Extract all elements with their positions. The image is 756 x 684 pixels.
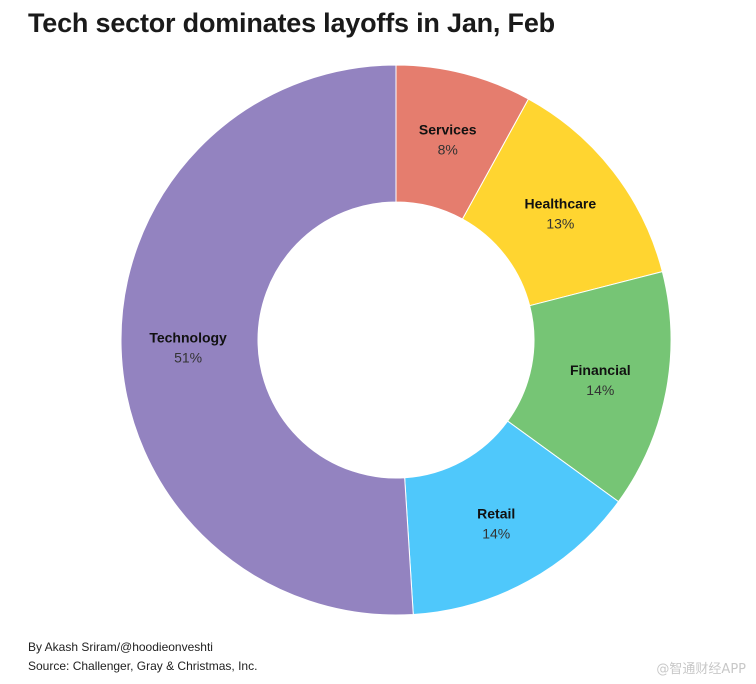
- slice-retail: [404, 420, 620, 615]
- labels-group: Services 8% Healthcare 13% Financial 14% Retai…: [149, 122, 630, 542]
- slice-label-retail: Retail: [477, 505, 515, 521]
- slice-label-healthcare: Healthcare: [525, 196, 597, 212]
- byline: By Akash Sriram/@hoodieonveshti: [28, 640, 213, 654]
- slices-group: [120, 64, 672, 616]
- watermark: @智通财经APP: [656, 662, 746, 677]
- slice-label-technology: Technology: [149, 330, 227, 346]
- chart-title: Tech sector dominates layoffs in Jan, Fe…: [28, 8, 555, 38]
- slice-label-financial: Financial: [570, 362, 631, 378]
- slice-value-retail: 14%: [482, 525, 510, 541]
- slice-value-healthcare: 13%: [546, 216, 574, 232]
- slice-healthcare: [461, 98, 663, 307]
- slice-value-services: 8%: [438, 142, 458, 158]
- slice-value-financial: 14%: [586, 382, 614, 398]
- slice-financial: [506, 271, 672, 503]
- source-note: Source: Challenger, Gray & Christmas, In…: [28, 659, 258, 673]
- slice-technology: [120, 64, 414, 616]
- slice-value-technology: 51%: [174, 350, 202, 366]
- slice-label-services: Services: [419, 122, 477, 138]
